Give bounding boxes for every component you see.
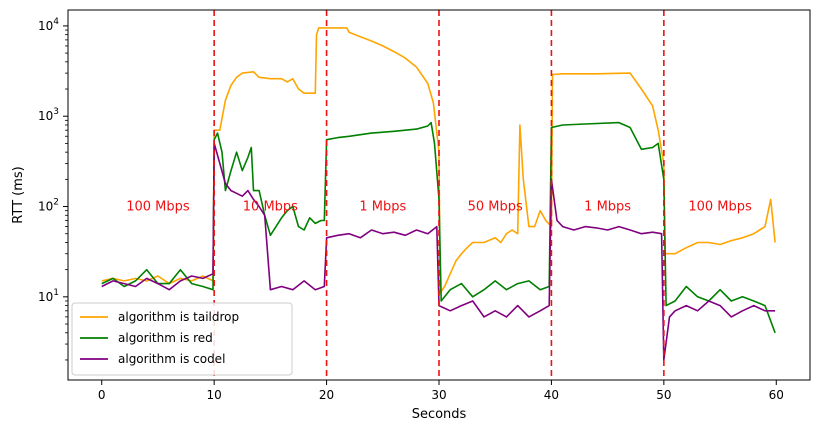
series-line-algorithm-is-red xyxy=(101,121,776,334)
x-tick-label: 20 xyxy=(319,388,334,402)
x-tick-label: 0 xyxy=(98,388,106,402)
series-line-algorithm-is-codel xyxy=(101,142,776,361)
x-tick-label: 40 xyxy=(544,388,559,402)
y-tick-label: 102 xyxy=(38,198,59,214)
x-tick-label: 10 xyxy=(207,388,222,402)
annotation-label: 10 Mbps xyxy=(243,200,298,215)
annotation-label: 1 Mbps xyxy=(584,200,631,215)
annotation-label: 100 Mbps xyxy=(126,200,190,215)
x-axis-label: Seconds xyxy=(412,407,467,422)
x-tick-label: 60 xyxy=(769,388,784,402)
y-tick-label: 101 xyxy=(38,288,59,304)
annotation-label: 1 Mbps xyxy=(359,200,406,215)
annotation-label: 50 Mbps xyxy=(468,200,523,215)
legend-label: algorithm is red xyxy=(118,331,213,345)
x-tick-label: 30 xyxy=(431,388,446,402)
annotation-label: 100 Mbps xyxy=(688,200,752,215)
y-tick-label: 103 xyxy=(38,107,59,123)
y-tick-label: 104 xyxy=(38,17,59,33)
legend-label: algorithm is codel xyxy=(118,352,225,366)
x-tick-label: 50 xyxy=(656,388,671,402)
y-axis-label: RTT (ms) xyxy=(11,166,26,223)
legend-box xyxy=(71,302,293,376)
legend-label: algorithm is taildrop xyxy=(118,310,239,324)
